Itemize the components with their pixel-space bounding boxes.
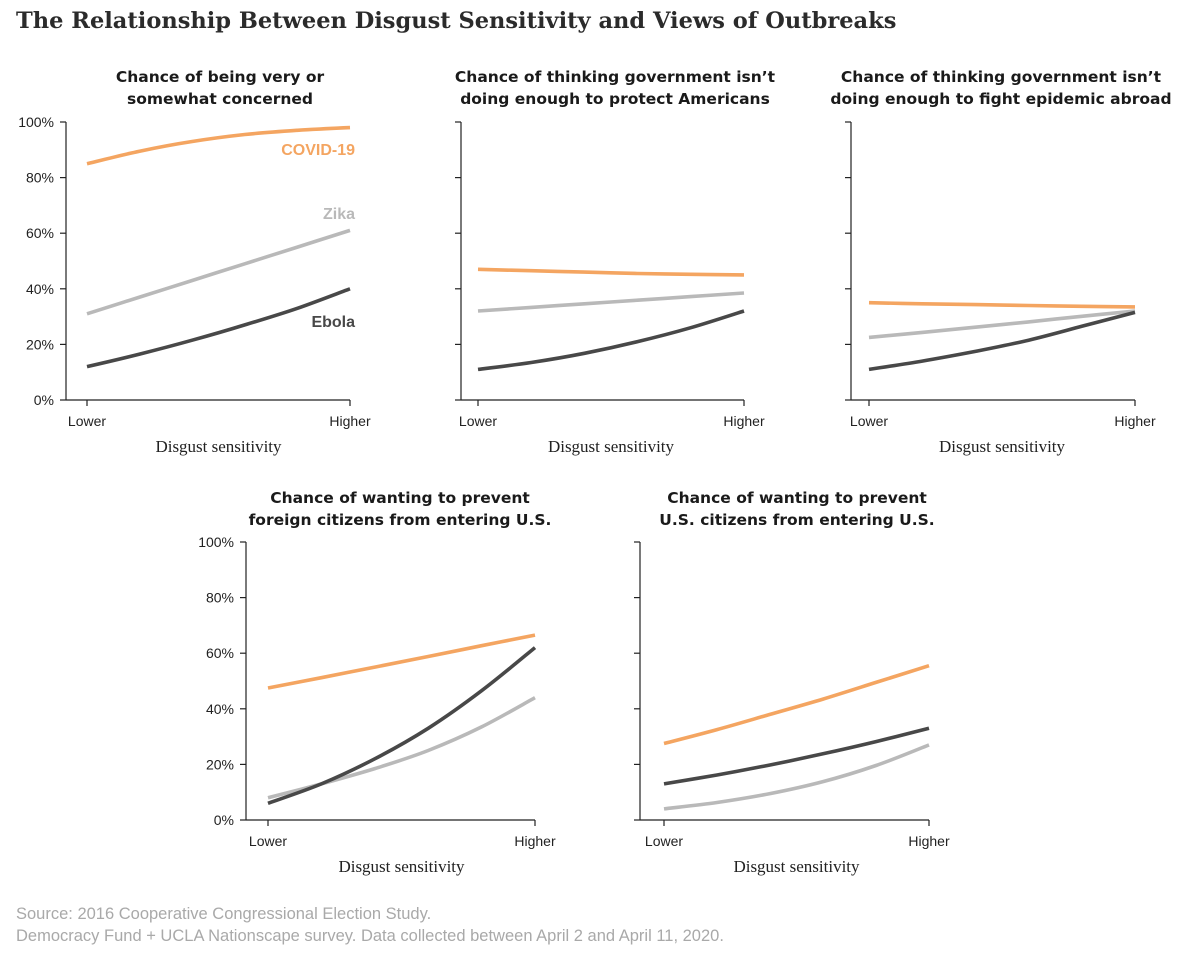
source-note-survey: Democracy Fund + UCLA Nationscape survey… xyxy=(16,927,724,945)
panel-1-y-tick-label-1: 20% xyxy=(26,336,54,352)
panel-2-x-axis-title: Disgust sensitivity xyxy=(548,437,675,456)
panel-5-title-line-2: U.S. citizens from entering U.S. xyxy=(659,511,934,529)
panel-5-covid-line xyxy=(663,663,930,746)
panel-1-y-tick-label-4: 80% xyxy=(26,170,54,186)
panel-4-x-tick-label-1: Higher xyxy=(514,833,556,849)
panel-1-y-tick-label-0: 0% xyxy=(34,392,54,408)
panel-4-y-tick-label-2: 40% xyxy=(206,701,234,717)
panel-1-y-tick-label-2: 40% xyxy=(26,281,54,297)
panel-4-ebola-line xyxy=(267,646,537,805)
panel-4-x-tick-label-0: Lower xyxy=(249,833,287,849)
panel-4-y-tick-label-0: 0% xyxy=(214,812,234,828)
panel-3-title-line-2: doing enough to fight epidemic abroad xyxy=(830,90,1171,108)
panel-1-x-axis-title: Disgust sensitivity xyxy=(155,437,282,456)
panel-1-title-line-1: Chance of being very or xyxy=(116,68,325,86)
panel-3-title-line-1: Chance of thinking government isn’t xyxy=(841,68,1162,86)
series-label-zika: Zika xyxy=(323,206,355,223)
panel-2-title-line-2: doing enough to protect Americans xyxy=(460,90,770,108)
panel-1-covid-line xyxy=(86,125,351,166)
panel-4-y-tick-label-3: 60% xyxy=(206,645,234,661)
source-note: Source: 2016 Cooperative Congressional E… xyxy=(16,905,432,923)
panel-4-y-tick-label-1: 20% xyxy=(206,756,234,772)
series-label-ebola: Ebola xyxy=(311,314,355,331)
panel-3-x-axis-title: Disgust sensitivity xyxy=(939,437,1066,456)
panel-1-x-tick-label-1: Higher xyxy=(329,413,371,429)
panel-4-y-tick-label-4: 80% xyxy=(206,590,234,606)
panel-5-x-tick-label-0: Lower xyxy=(645,833,683,849)
panel-4-title-line-1: Chance of wanting to prevent xyxy=(270,489,530,507)
series-label-covid: COVID-19 xyxy=(281,142,355,159)
panel-3-ebola-line xyxy=(868,310,1136,372)
panel-4-covid-line xyxy=(267,633,536,690)
panel-2-zika-line xyxy=(477,291,745,313)
panel-2-covid-line xyxy=(477,267,745,277)
panel-1-ebola-line xyxy=(86,287,351,369)
panel-3-x-tick-label-1: Higher xyxy=(1114,413,1156,429)
panel-2-title-line-1: Chance of thinking government isn’t xyxy=(455,68,776,86)
panel-5-ebola-line xyxy=(663,726,930,786)
panel-5-zika-line xyxy=(663,743,930,811)
panel-3-x-tick-label-0: Lower xyxy=(850,413,888,429)
panel-1-y-tick-label-3: 60% xyxy=(26,225,54,241)
panel-1-zika-line xyxy=(86,228,351,316)
panel-1-y-tick-label-5: 100% xyxy=(18,114,54,130)
panel-2-x-tick-label-0: Lower xyxy=(459,413,497,429)
panel-5-x-tick-label-1: Higher xyxy=(908,833,950,849)
page-title: The Relationship Between Disgust Sensiti… xyxy=(16,8,897,34)
panel-2-x-tick-label-1: Higher xyxy=(723,413,765,429)
panel-3-covid-line xyxy=(868,300,1136,309)
panel-4-title-line-2: foreign citizens from entering U.S. xyxy=(249,511,552,529)
panel-4-zika-line xyxy=(267,696,536,800)
panel-3-zika-line xyxy=(868,309,1136,340)
panel-5-title-line-1: Chance of wanting to prevent xyxy=(667,489,927,507)
panel-4-x-axis-title: Disgust sensitivity xyxy=(338,857,465,876)
panel-1-title-line-2: somewhat concerned xyxy=(127,90,313,108)
panel-5-x-axis-title: Disgust sensitivity xyxy=(733,857,860,876)
panel-4-y-tick-label-5: 100% xyxy=(198,534,234,550)
panel-2-ebola-line xyxy=(477,309,745,372)
panel-1-x-tick-label-0: Lower xyxy=(68,413,106,429)
